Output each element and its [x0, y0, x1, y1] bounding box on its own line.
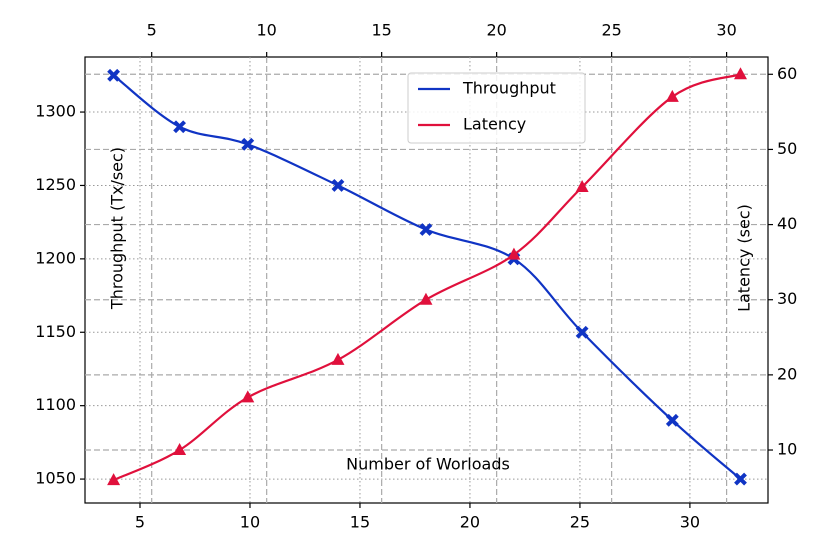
triangle-marker [241, 390, 255, 403]
y2-tick-label: 20 [777, 364, 797, 383]
triangle-marker [575, 180, 589, 193]
x-marker [734, 472, 747, 486]
x-tick-label: 5 [135, 513, 145, 532]
x-tick-label: 20 [460, 513, 480, 532]
triangle-marker [331, 352, 345, 365]
legend-label: Throughput [462, 79, 556, 98]
x2-tick-label: 30 [716, 21, 736, 40]
triangle-marker [419, 292, 433, 305]
x-axis-label: Number of Worloads [346, 455, 510, 474]
x-marker [173, 120, 187, 134]
y2-tick-label: 40 [777, 214, 797, 233]
y-axis-label: Throughput (Tx/sec) [108, 147, 127, 310]
x-tick-label: 25 [570, 513, 590, 532]
legend-box [407, 72, 586, 144]
marks [107, 67, 748, 486]
triangle-marker [734, 67, 748, 80]
y-tick-label: 1050 [35, 469, 76, 488]
x-marker [575, 325, 589, 339]
x-marker [107, 68, 121, 82]
y2-tick-label: 60 [777, 64, 797, 83]
x-marker [419, 223, 433, 236]
x-marker [665, 413, 679, 427]
plot-frame [84, 56, 769, 504]
y2-tick-label: 10 [777, 440, 797, 459]
x2-tick-label: 25 [601, 21, 621, 40]
x2-tick-label: 15 [371, 21, 391, 40]
y-tick-label: 1100 [35, 395, 76, 414]
x2-tick-label: 5 [147, 21, 157, 40]
grid [85, 57, 768, 503]
triangle-marker [665, 89, 679, 102]
y2-tick-label: 50 [777, 139, 797, 158]
triangle-marker [173, 443, 187, 456]
y-tick-label: 1200 [35, 248, 76, 267]
y2-tick-label: 30 [777, 289, 797, 308]
y2-axis-label: Latency (sec) [735, 204, 754, 312]
x-tick-label: 15 [350, 513, 370, 532]
x2-tick-label: 10 [256, 21, 276, 40]
x-marker [241, 137, 255, 151]
x-tick-label: 30 [680, 513, 700, 532]
x-tick-label: 10 [240, 513, 260, 532]
y-tick-label: 1300 [35, 102, 76, 121]
x-marker [331, 179, 345, 192]
triangle-marker [107, 473, 121, 486]
y-tick-label: 1150 [35, 322, 76, 341]
series-line [112, 74, 742, 480]
y-tick-label: 1250 [35, 175, 76, 194]
legend-label: Latency [463, 115, 526, 134]
triangle-marker [507, 247, 521, 260]
x2-tick-label: 20 [486, 21, 506, 40]
